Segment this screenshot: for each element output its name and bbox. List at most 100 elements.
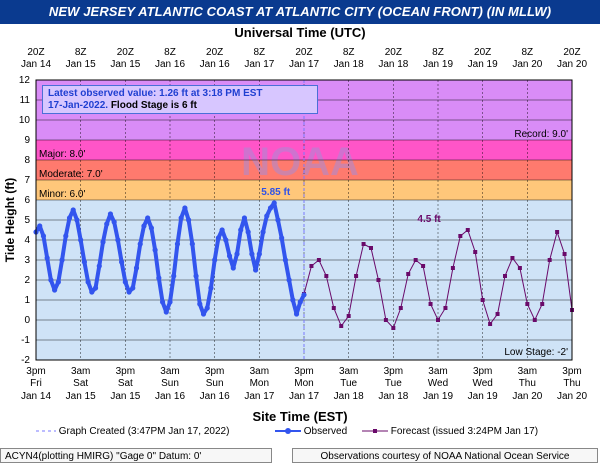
forecast-point [562,252,567,256]
top-x-tick-time: 20Z [474,47,491,58]
observed-point [52,287,58,293]
forecast-point [346,314,351,318]
observed-point [156,275,162,281]
top-x-tick-time: 20Z [385,47,402,58]
observed-point [223,237,229,243]
bottom-x-tick-time: 3am [518,366,537,377]
bottom-x-tick-day: Thu [519,378,536,389]
bottom-x-tick-date: Jan 17 [244,391,274,402]
legend-graph-created: Graph Created (3:47PM Jan 17, 2022) [36,426,229,437]
bottom-x-tick-date: Jan 18 [378,391,408,402]
bottom-x-tick-time: 3pm [26,366,45,377]
site-time-axis-title: Site Time (EST) [252,409,348,424]
legend-observed-label: Observed [303,426,348,437]
observed-point [74,217,80,223]
observed-point [256,251,262,257]
bottom-x-tick-date: Jan 14 [21,391,51,402]
legend-forecast: Forecast (issued 3:24PM Jan 17) [362,426,538,437]
top-x-tick-date: Jan 17 [244,59,274,70]
bottom-x-tick-time: 3am [250,366,269,377]
low-stage-label: Low Stage: -2' [504,347,568,358]
forecast-point [391,326,396,330]
latest-observed-line2: 17-Jan-2022. Flood Stage is 6 ft [48,100,312,112]
observed-point [293,311,300,317]
bottom-x-tick-day: Fri [30,378,42,389]
bottom-x-tick-time: 3am [428,366,447,377]
forecast-point [354,274,359,278]
observed-point [133,265,140,271]
y-tick-label: 8 [24,155,30,166]
observed-point [197,301,203,307]
legend-observed: Observed [275,426,347,437]
observed-point [208,285,214,291]
observed-point [104,221,110,227]
forecast-point [383,318,388,322]
observed-point [130,285,136,291]
top-x-tick-date: Jan 18 [334,59,364,70]
title-bar: NEW JERSEY ATLANTIC COAST AT ATLANTIC CI… [0,0,600,24]
observed-point [286,277,292,283]
forecast-point [369,246,373,250]
observed-point [81,259,87,265]
observed-point [271,200,277,206]
observed-point [111,219,117,225]
y-tick-label: 9 [24,135,30,146]
top-x-tick-time: 20Z [295,47,312,58]
observed-point [193,273,199,279]
forecast-point [339,324,344,328]
observed-point [301,292,307,298]
top-x-tick-date: Jan 14 [21,59,51,70]
forecast-point [555,230,560,234]
observed-point [230,265,236,271]
observed-point [167,299,173,305]
bottom-x-tick-day: Sun [161,378,179,389]
band-label-0: Minor: 6.0' [39,189,85,200]
observed-point [290,297,296,303]
plot-frame [35,79,573,361]
observed-point [212,257,218,263]
top-x-tick-time: 8Z [432,47,444,58]
bottom-x-tick-time: 3am [71,366,90,377]
observed-point [70,207,76,213]
forecast-point [473,250,478,254]
bottom-x-tick-day: Sat [73,378,88,389]
gage-datum-info: ACYN4(plotting HMIRG) "Gage 0" Datum: 0' [0,448,272,463]
observations-credit: Observations courtesy of NOAA National O… [292,448,598,463]
y-tick-label: 0 [24,315,30,326]
y-tick-label: 7 [24,175,30,186]
y-tick-label: 1 [24,295,30,306]
bottom-x-tick-date: Jan 18 [334,391,364,402]
observed-point [226,253,233,259]
noaa-watermark: NOAA [241,140,359,184]
latest-observed-box: Latest observed value: 1.26 ft at 3:18 P… [42,85,318,114]
observed-point [119,259,125,265]
observed-point [44,255,50,261]
observed-point [279,235,285,241]
bottom-x-tick-time: 3pm [294,366,313,377]
top-x-tick-time: 20Z [27,47,44,58]
observed-point [122,279,128,285]
observed-point [48,277,54,283]
observed-point [249,251,255,257]
forecast-point [450,266,455,270]
band-label-1: Moderate: 7.0' [39,169,103,180]
observed-point [115,237,121,243]
observed-point [78,237,84,243]
legend-forecast-label: Forecast (issued 3:24PM Jan 17) [390,426,539,437]
forecast-point [495,312,500,316]
observed-series [33,200,307,317]
top-x-tick-date: Jan 18 [378,59,408,70]
forecast-point [540,302,545,306]
forecast-point [443,306,448,310]
observed-point [171,273,177,279]
top-x-tick-time: 8Z [343,47,355,58]
forecast-point [376,278,381,282]
bottom-x-tick-time: 3pm [473,366,492,377]
observed-point [178,215,184,221]
latest-observed-date: 17-Jan-2022. [48,100,109,111]
forecast-point [503,274,507,278]
y-tick-label: 10 [19,115,31,126]
forecast-point [421,264,426,268]
flood-stage-text: Flood Stage is 6 ft [110,100,197,111]
